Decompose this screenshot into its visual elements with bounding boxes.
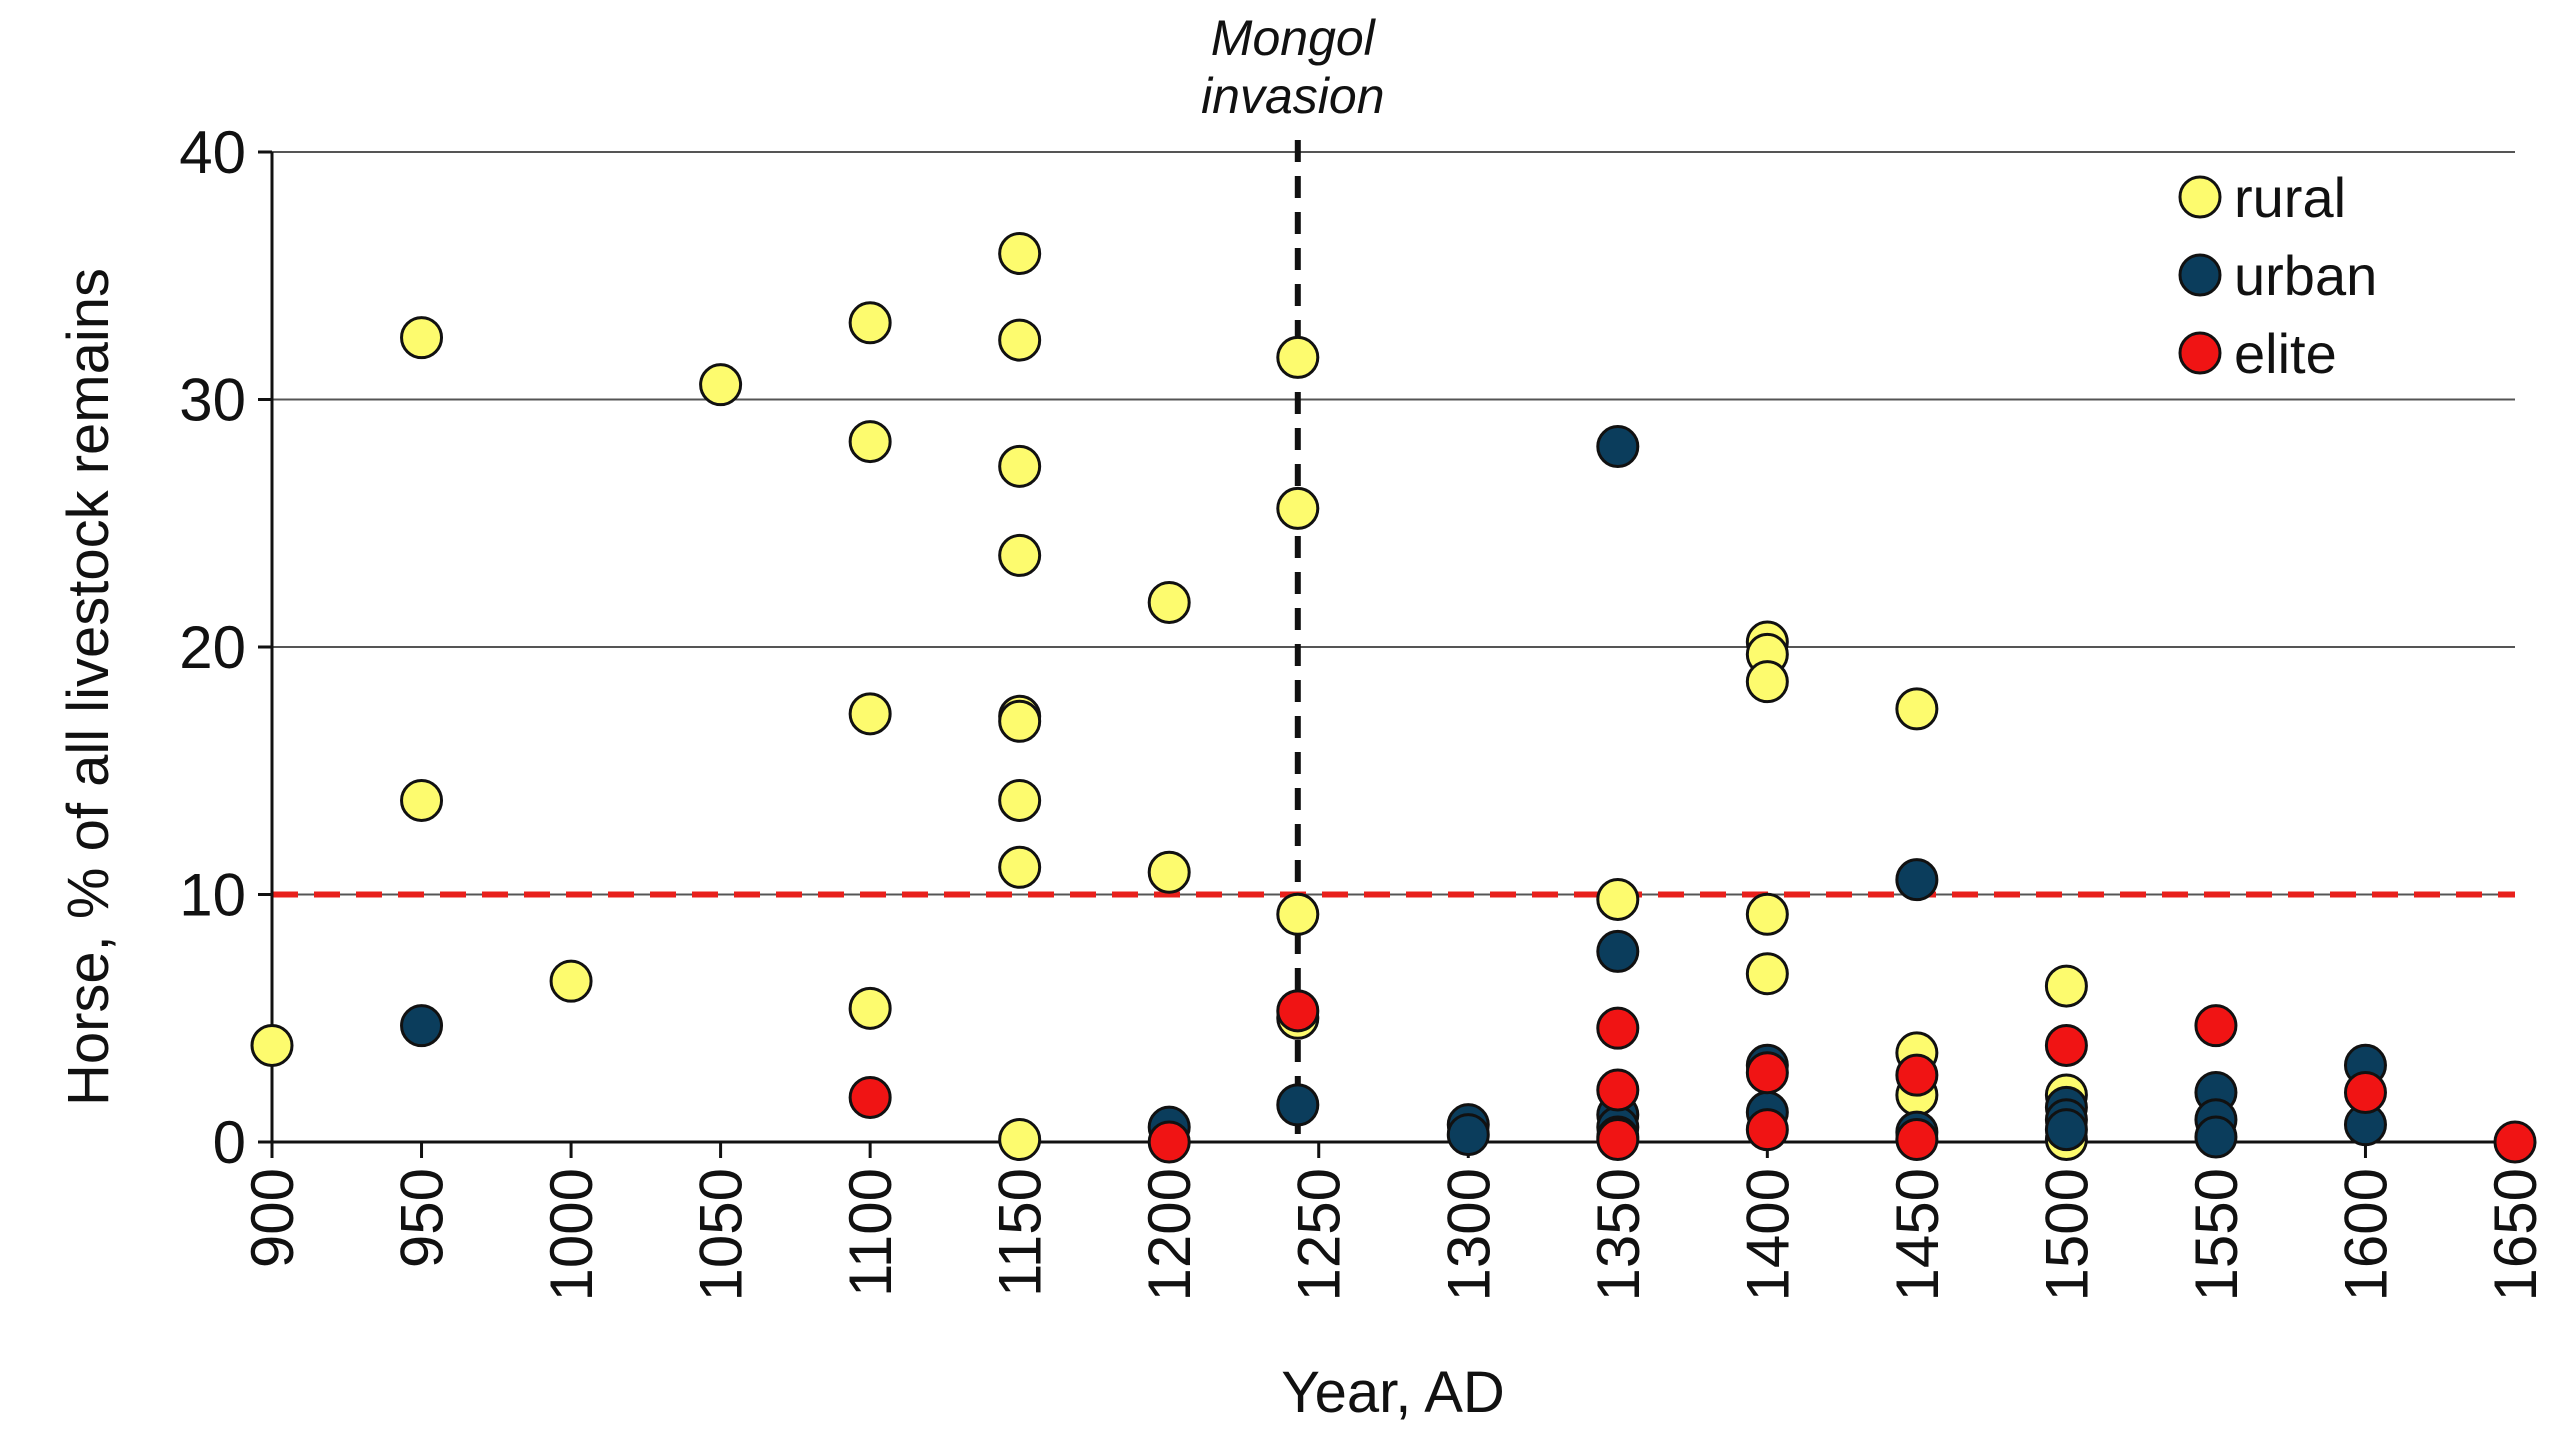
rural-point-10: [998, 318, 1042, 362]
x-tick-label-1000: 1000: [538, 1168, 605, 1301]
y-tick-label-0: 0: [213, 1109, 246, 1176]
rural-point-6: [848, 420, 892, 464]
urban-point-16: [2044, 1108, 2088, 1152]
elite-point-1: [1147, 1120, 1191, 1164]
x-tick-label-950: 950: [389, 1168, 456, 1268]
urban-point-12: [1895, 858, 1939, 902]
urban-point-0: [400, 1004, 444, 1048]
legend-label-rural: rural: [2234, 166, 2346, 229]
x-tick-label-1450: 1450: [1884, 1168, 1951, 1301]
rural-point-3: [549, 959, 593, 1003]
urban-point-4: [1446, 1113, 1490, 1157]
rural-point-11: [998, 444, 1042, 488]
legend: rural urban elite: [2178, 166, 2377, 385]
x-tick-label-1300: 1300: [1435, 1168, 1502, 1301]
mongol-annotation-line2: invasion: [1201, 68, 1384, 124]
x-tick-label-1550: 1550: [2183, 1168, 2250, 1301]
rural-point-21: [1276, 486, 1320, 530]
x-tick-label-1150: 1150: [987, 1168, 1054, 1297]
elite-point-3: [1596, 1006, 1640, 1050]
rural-point-5: [848, 301, 892, 345]
y-axis-title: Horse, % of all livestock remains: [56, 268, 121, 1106]
elite-point-7: [1745, 1108, 1789, 1152]
rural-point-20: [1276, 335, 1320, 379]
rural-point-15: [998, 778, 1042, 822]
elite-point-12: [2343, 1071, 2387, 1114]
legend-label-elite: elite: [2234, 322, 2337, 385]
x-tick-label-1050: 1050: [688, 1168, 755, 1301]
x-tick-label-1500: 1500: [2033, 1168, 2100, 1301]
rural-point-30: [1895, 687, 1939, 731]
x-tick-label-1650: 1650: [2482, 1168, 2549, 1301]
rural-point-14: [998, 699, 1042, 743]
y-tick-label-30: 30: [179, 367, 246, 434]
rural-point-19: [1147, 850, 1191, 894]
elite-point-2: [1276, 989, 1320, 1033]
rural-point-16: [998, 845, 1042, 889]
urban-point-19: [2194, 1115, 2238, 1159]
x-tick-label-900: 900: [239, 1168, 306, 1268]
x-tick-label-1350: 1350: [1585, 1168, 1652, 1301]
urban-point-6: [1596, 929, 1640, 973]
y-tick-label-20: 20: [179, 614, 246, 681]
x-tick-label-1400: 1400: [1734, 1168, 1801, 1301]
legend-marker-urban: [2178, 253, 2222, 297]
rural-point-17: [998, 1118, 1042, 1162]
rural-point-1: [400, 316, 444, 360]
x-tick-label-1600: 1600: [2332, 1168, 2399, 1301]
rural-point-29: [1745, 952, 1789, 996]
x-tick-label-1200: 1200: [1136, 1168, 1203, 1301]
urban-point-5: [1596, 425, 1640, 469]
elite-point-4: [1596, 1068, 1640, 1112]
urban-point-2: [1276, 1083, 1320, 1127]
elite-point-6: [1745, 1051, 1789, 1095]
x-tick-label-1100: 1100: [837, 1168, 904, 1297]
data-points: [250, 231, 2537, 1164]
x-tick-label-1250: 1250: [1286, 1168, 1353, 1301]
rural-point-9: [998, 231, 1042, 275]
rural-point-22: [1276, 892, 1320, 936]
x-axis-title: Year, AD: [1281, 1360, 1505, 1425]
rural-point-28: [1745, 892, 1789, 936]
elite-point-10: [2044, 1023, 2088, 1067]
elite-point-0: [848, 1075, 892, 1119]
rural-point-24: [1596, 877, 1640, 921]
legend-label-urban: urban: [2234, 244, 2377, 307]
legend-marker-elite: [2178, 331, 2222, 375]
rural-point-18: [1147, 580, 1191, 624]
rural-point-8: [848, 986, 892, 1030]
elite-point-13: [2493, 1120, 2537, 1164]
rural-point-0: [250, 1023, 294, 1067]
rural-point-4: [699, 363, 743, 407]
y-tick-label-40: 40: [179, 119, 246, 186]
y-tick-label-10: 10: [179, 862, 246, 929]
elite-point-5: [1596, 1118, 1640, 1162]
legend-marker-rural: [2178, 175, 2222, 219]
rural-point-7: [848, 692, 892, 736]
rural-point-27: [1745, 660, 1789, 704]
mongol-annotation-line1: Mongol: [1211, 10, 1377, 66]
rural-point-33: [2044, 964, 2088, 1008]
gridlines: [272, 151, 2515, 896]
rural-point-2: [400, 778, 444, 822]
axes: 0 10 20 30 40 900 950 1000 1050 1100 1150 1200 1250 1…: [179, 119, 2549, 1301]
elite-point-9: [1895, 1118, 1939, 1162]
elite-point-8: [1895, 1053, 1939, 1097]
elite-point-11: [2194, 1004, 2238, 1048]
rural-point-12: [998, 533, 1042, 577]
